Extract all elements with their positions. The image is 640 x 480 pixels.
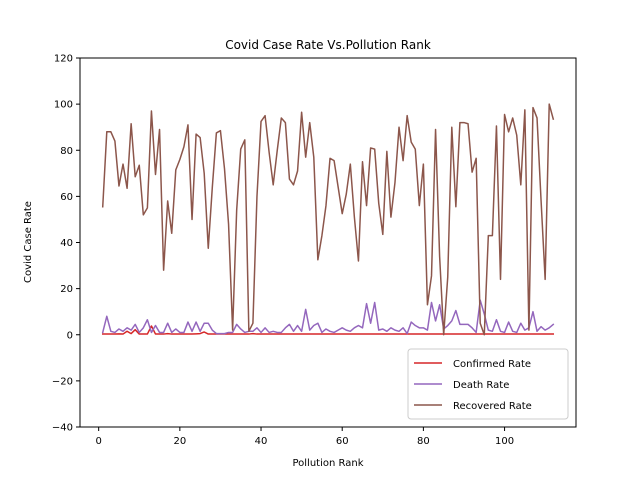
legend-label: Death Rate bbox=[453, 380, 509, 391]
x-tick-label: 60 bbox=[336, 436, 349, 447]
y-tick-label: −40 bbox=[52, 423, 73, 434]
legend-label: Recovered Rate bbox=[453, 401, 532, 412]
y-tick-label: 100 bbox=[54, 100, 73, 111]
series-line-death-rate bbox=[101, 299, 555, 335]
legend-label: Confirmed Rate bbox=[453, 359, 531, 370]
x-tick-label: 100 bbox=[495, 436, 514, 447]
y-tick-label: 0 bbox=[67, 330, 73, 341]
y-tick-label: −20 bbox=[52, 376, 73, 387]
series-line-recovered-rate bbox=[101, 103, 555, 336]
y-tick-label: 20 bbox=[60, 284, 73, 295]
x-tick-label: 0 bbox=[95, 436, 101, 447]
legend-box bbox=[407, 348, 569, 420]
legend: Confirmed Rate Death Rate Recovered Rate bbox=[407, 348, 569, 420]
series-line-confirmed-rate bbox=[101, 325, 555, 335]
y-tick-label: 60 bbox=[60, 192, 73, 203]
y-tick-label: 80 bbox=[60, 146, 73, 157]
x-tick-label: 80 bbox=[417, 436, 430, 447]
chart-title: Covid Case Rate Vs.Pollution Rank bbox=[225, 38, 431, 52]
y-tick-label: 120 bbox=[54, 54, 73, 65]
y-axis: −40 −20 0 20 40 60 80 100 120 bbox=[52, 54, 80, 434]
plot-area bbox=[101, 103, 555, 336]
y-axis-title: Covid Case Rate bbox=[23, 201, 34, 283]
x-tick-label: 40 bbox=[255, 436, 268, 447]
x-tick-label: 20 bbox=[173, 436, 186, 447]
x-axis-title: Pollution Rank bbox=[292, 458, 363, 469]
x-axis: 0 20 40 60 80 100 bbox=[95, 427, 514, 447]
y-tick-label: 40 bbox=[60, 238, 73, 249]
